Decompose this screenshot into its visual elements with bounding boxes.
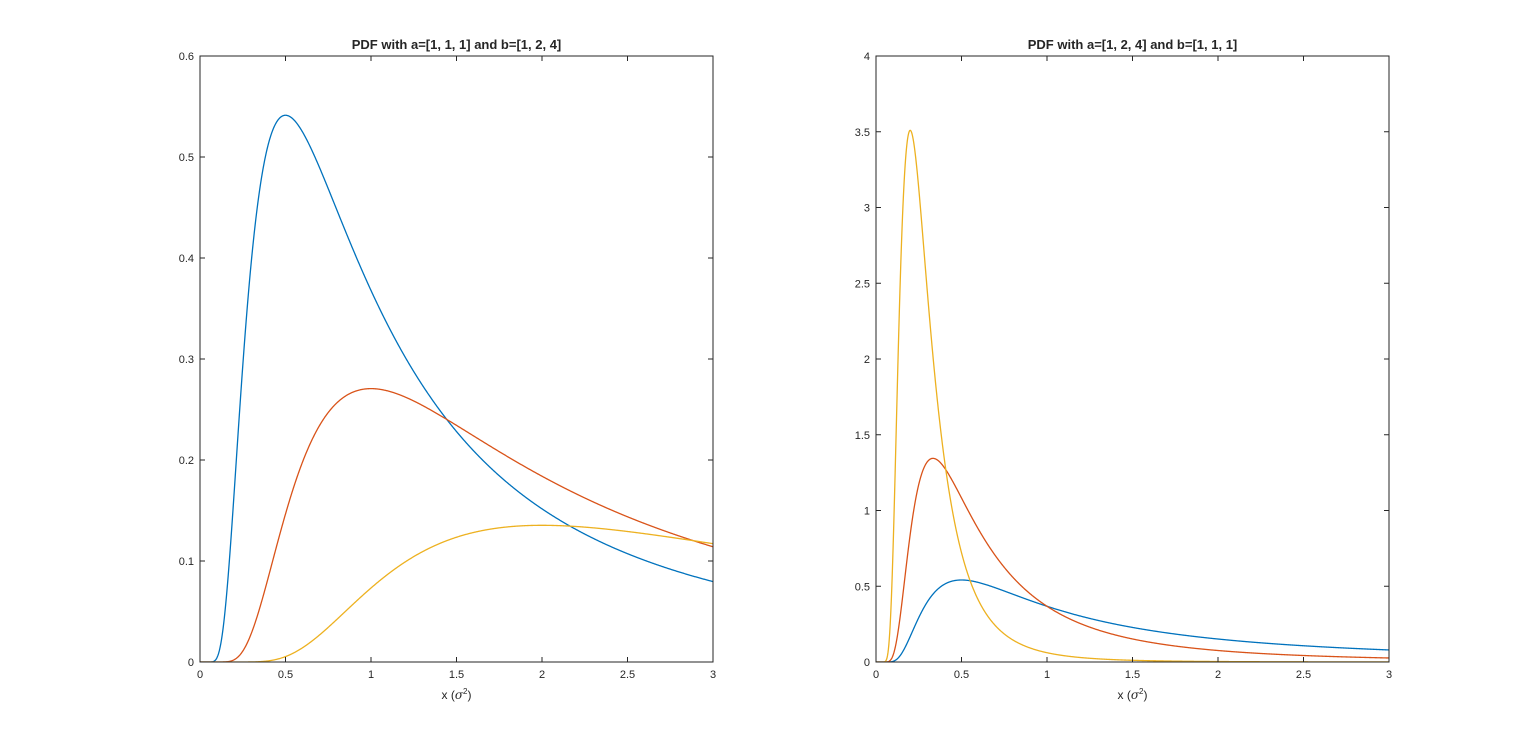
y-tick-label: 4 xyxy=(864,51,870,63)
y-tick-label: 2.5 xyxy=(855,278,870,290)
x-tick-label: 2 xyxy=(1215,669,1221,681)
x-tick-label: 2.5 xyxy=(1296,669,1311,681)
plot-area xyxy=(200,114,713,662)
x-tick-label: 1.5 xyxy=(1125,669,1140,681)
y-tick-label: 0.5 xyxy=(179,152,194,164)
x-axis-label: x (σ2) xyxy=(1118,687,1148,702)
y-tick-label: 3 xyxy=(864,203,870,215)
axes-frame xyxy=(875,55,1390,663)
y-tick-label: 0 xyxy=(864,657,870,669)
y-tick-label: 1.5 xyxy=(855,430,870,442)
series-line-2 xyxy=(876,457,1389,662)
x-tick-label: 1 xyxy=(368,669,374,681)
plot-area xyxy=(876,129,1389,662)
series-line-2 xyxy=(200,387,713,662)
axes-1: 0 0.5 1 1.5 2 2.5 3 0 0.1 0.2 0.3 0.4 0.5 0.6 PDF with… xyxy=(179,37,716,702)
axes-2: 0 0.5 1 1.5 2 2.5 3 0 0.5 1 1.5 2 2.5 3 3.5 4 PDF with a… xyxy=(855,37,1392,702)
chart-title: PDF with a=[1, 2, 4] and b=[1, 1, 1] xyxy=(1028,37,1238,52)
y-tick-label: 0.3 xyxy=(179,354,194,366)
x-axis-label: x (σ2) xyxy=(442,687,472,702)
series-line-1 xyxy=(200,114,713,662)
y-tick-label: 0.2 xyxy=(179,455,194,467)
y-tick-label: 3.5 xyxy=(855,127,870,139)
series-line-3 xyxy=(200,524,713,662)
x-tick-label: 3 xyxy=(1386,669,1392,681)
x-tick-label: 2.5 xyxy=(620,669,635,681)
x-tick-label: 0.5 xyxy=(278,669,293,681)
x-tick-label: 0 xyxy=(873,669,879,681)
x-tick-label: 0 xyxy=(197,669,203,681)
axes-frame xyxy=(199,55,714,663)
y-tick-label: 0.6 xyxy=(179,51,194,63)
series-line-3 xyxy=(876,129,1389,662)
y-tick-label: 2 xyxy=(864,354,870,366)
y-tick-label: 0.5 xyxy=(855,581,870,593)
x-tick-label: 1.5 xyxy=(449,669,464,681)
series-line-1 xyxy=(876,579,1389,662)
chart-title: PDF with a=[1, 1, 1] and b=[1, 2, 4] xyxy=(352,37,562,52)
x-tick-label: 1 xyxy=(1044,669,1050,681)
y-tick-label: 1 xyxy=(864,506,870,518)
x-tick-label: 2 xyxy=(539,669,545,681)
x-tick-label: 0.5 xyxy=(954,669,969,681)
y-tick-label: 0 xyxy=(188,657,194,669)
x-tick-label: 3 xyxy=(710,669,716,681)
y-tick-label: 0.1 xyxy=(179,556,194,568)
y-tick-label: 0.4 xyxy=(179,253,194,265)
